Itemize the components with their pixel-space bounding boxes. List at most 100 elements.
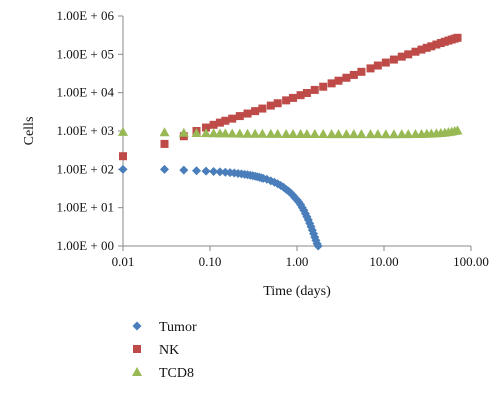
data-point	[179, 165, 189, 175]
data-point	[348, 129, 359, 139]
data-point	[397, 52, 406, 61]
legend-item-tcd8: TCD8	[132, 366, 194, 381]
data-point	[208, 128, 219, 138]
data-point	[432, 40, 441, 49]
data-point	[427, 42, 436, 51]
x-tick-label: 1.00	[286, 254, 309, 269]
data-point	[357, 67, 366, 76]
data-point	[250, 128, 261, 138]
series-layer	[118, 33, 463, 251]
series-tcd8	[118, 125, 463, 139]
data-point	[281, 128, 292, 138]
x-axis-title: Time (days)	[263, 284, 331, 299]
y-tick-label: 1.00E + 03	[56, 123, 114, 138]
data-point	[403, 129, 414, 139]
data-point	[396, 129, 407, 139]
data-point	[411, 47, 420, 56]
data-point	[258, 104, 267, 113]
data-point	[201, 166, 211, 176]
x-tick-label: 0.01	[112, 254, 135, 269]
data-point	[201, 128, 212, 138]
data-point	[221, 116, 230, 125]
data-point	[257, 128, 268, 138]
data-point	[422, 43, 431, 52]
data-point	[342, 73, 351, 82]
data-point	[372, 129, 383, 139]
data-point	[265, 128, 276, 138]
y-tick-label: 1.00E + 06	[56, 8, 114, 23]
data-point	[327, 79, 336, 88]
series-tumor	[118, 164, 323, 251]
data-point	[356, 129, 367, 139]
data-point	[333, 129, 344, 139]
data-point	[295, 129, 306, 139]
data-point	[302, 89, 311, 98]
data-point	[404, 50, 413, 59]
data-point	[228, 114, 237, 123]
data-point	[191, 127, 202, 137]
legend: Tumor NK TCD8	[132, 320, 197, 381]
data-point	[319, 82, 328, 91]
legend-label: TCD8	[159, 366, 194, 381]
data-point	[273, 99, 282, 108]
data-point	[380, 129, 391, 139]
x-tick-label: 0.10	[199, 254, 222, 269]
data-point	[220, 128, 231, 138]
series-nk	[119, 33, 462, 161]
data-point	[202, 123, 211, 132]
data-point	[381, 58, 390, 67]
y-tick-label: 1.00E + 01	[56, 200, 114, 215]
data-point	[389, 55, 398, 64]
data-point	[334, 76, 343, 85]
data-point	[118, 164, 128, 174]
data-point	[313, 241, 323, 251]
data-point	[251, 107, 260, 116]
data-point	[309, 129, 320, 139]
legend-marker	[132, 367, 142, 376]
data-point	[209, 166, 219, 176]
y-tick-label: 1.00E + 00	[56, 238, 114, 253]
x-tick-label: 10.00	[369, 254, 398, 269]
data-point	[296, 91, 305, 100]
y-tick-label: 1.00E + 04	[56, 85, 114, 100]
data-point	[388, 129, 399, 139]
data-point	[160, 139, 169, 148]
data-point	[341, 129, 352, 139]
y-axis-title: Cells	[22, 117, 37, 146]
data-point	[318, 129, 329, 139]
data-point	[209, 120, 218, 129]
legend-item-tumor: Tumor	[132, 320, 197, 335]
data-point	[310, 85, 319, 94]
y-tick-label: 1.00E + 05	[56, 46, 114, 61]
data-point	[373, 61, 382, 70]
legend-marker	[133, 345, 141, 353]
data-point	[365, 129, 376, 139]
legend-label: NK	[159, 343, 179, 358]
legend-marker	[132, 321, 142, 331]
data-point	[227, 128, 238, 138]
data-point	[349, 70, 358, 79]
data-point	[192, 166, 202, 176]
data-point	[366, 64, 375, 73]
data-point	[215, 118, 224, 127]
x-tick-label: 100.00	[453, 254, 489, 269]
data-point	[159, 127, 170, 137]
data-point	[288, 128, 299, 138]
data-point	[160, 164, 170, 174]
data-point	[235, 112, 244, 121]
y-ticks: 1.00E + 00 1.00E + 01 1.00E + 02 1.00E + 03…	[56, 8, 123, 253]
data-point	[266, 101, 275, 110]
data-point	[243, 109, 252, 118]
legend-item-nk: NK	[133, 343, 179, 358]
data-point	[119, 152, 127, 161]
legend-label: Tumor	[159, 320, 197, 335]
data-point	[282, 96, 291, 105]
data-point	[272, 128, 283, 138]
data-point	[301, 129, 312, 139]
data-point	[242, 128, 253, 138]
data-point	[234, 128, 245, 138]
data-point	[215, 167, 225, 177]
y-tick-label: 1.00E + 02	[56, 161, 114, 176]
data-point	[452, 125, 463, 135]
